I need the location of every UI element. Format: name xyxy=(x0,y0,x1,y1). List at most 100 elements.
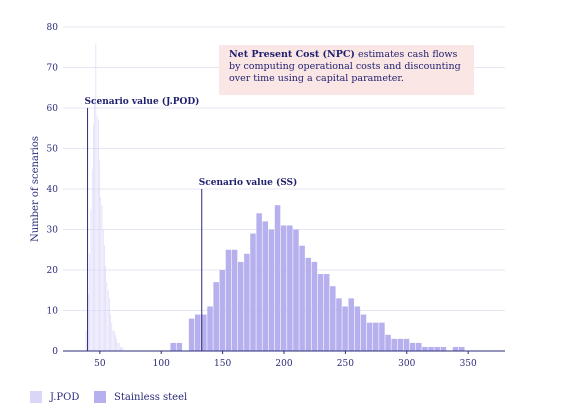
bar-stainless-steel xyxy=(188,318,195,351)
bar-jpod xyxy=(118,342,120,351)
legend-item-stainless-steel: Stainless steel xyxy=(94,391,187,403)
bar-stainless-steel xyxy=(244,253,250,351)
bar-jpod xyxy=(95,43,97,351)
y-tick-label: 40 xyxy=(47,185,59,195)
y-tick-label: 0 xyxy=(52,347,58,357)
bar-stainless-steel xyxy=(373,322,379,351)
bar-jpod xyxy=(89,253,91,351)
bar-stainless-steel xyxy=(397,338,404,351)
bar-stainless-steel xyxy=(201,314,207,351)
bar-jpod xyxy=(88,294,89,351)
info-box-bold-term: Net Present Cost (NPC) xyxy=(229,49,355,60)
bar-jpod xyxy=(107,290,109,351)
scenario-value-ss-label: Scenario value (SS) xyxy=(199,177,298,188)
y-tick-label: 80 xyxy=(47,23,59,33)
bar-jpod xyxy=(101,205,103,351)
bar-stainless-steel xyxy=(299,245,305,351)
bar-stainless-steel xyxy=(256,213,262,351)
x-tick-label: 250 xyxy=(337,359,354,369)
bar-stainless-steel xyxy=(170,342,176,351)
bar-stainless-steel xyxy=(305,257,312,351)
bar-stainless-steel xyxy=(366,322,373,351)
legend-label-stainless-steel: Stainless steel xyxy=(114,391,188,403)
bar-jpod xyxy=(113,330,115,351)
legend-swatch-jpod xyxy=(30,391,42,403)
bar-stainless-steel xyxy=(385,334,391,351)
npc-info-box: Net Present Cost (NPC) estimates cash fl… xyxy=(219,45,474,95)
bar-stainless-steel xyxy=(280,225,287,351)
bar-stainless-steel xyxy=(428,346,434,351)
y-tick-label: 60 xyxy=(47,104,59,114)
bar-stainless-steel xyxy=(237,261,244,351)
bar-stainless-steel xyxy=(262,221,269,351)
bar-jpod xyxy=(106,282,108,351)
legend-swatch-stainless-steel xyxy=(94,391,106,403)
scenario-value-jpod-label: Scenario value (J.POD) xyxy=(85,96,200,107)
bar-stainless-steel xyxy=(354,306,361,351)
bar-stainless-steel xyxy=(360,314,367,351)
bar-stainless-steel xyxy=(452,346,459,351)
bar-jpod xyxy=(102,229,104,351)
bar-jpod xyxy=(112,330,114,351)
bar-stainless-steel xyxy=(231,249,238,351)
bar-jpod xyxy=(90,209,92,351)
bar-stainless-steel xyxy=(287,225,293,351)
bar-jpod xyxy=(121,346,122,351)
bar-stainless-steel xyxy=(403,338,410,351)
bar-stainless-steel xyxy=(348,298,354,351)
y-tick-label: 30 xyxy=(47,226,59,236)
bar-stainless-steel xyxy=(323,274,330,351)
bar-jpod xyxy=(116,338,118,351)
bar-stainless-steel xyxy=(409,342,416,351)
bar-stainless-steel xyxy=(250,233,256,351)
bar-stainless-steel xyxy=(207,306,213,351)
bar-stainless-steel xyxy=(317,274,324,351)
bar-stainless-steel xyxy=(293,229,299,351)
bar-jpod xyxy=(110,314,111,351)
bar-stainless-steel xyxy=(379,322,385,351)
bar-jpod xyxy=(97,120,99,352)
bar-stainless-steel xyxy=(225,249,232,351)
bar-stainless-steel xyxy=(194,314,201,351)
info-box-description: estimates cash flows by computing operat… xyxy=(229,49,461,84)
legend-label-jpod: J.POD xyxy=(50,391,80,403)
bar-jpod xyxy=(100,197,102,351)
bar-jpod xyxy=(91,168,93,351)
bar-jpod xyxy=(104,245,105,351)
y-tick-label: 70 xyxy=(47,64,59,74)
x-tick-label: 50 xyxy=(94,359,106,369)
bar-jpod xyxy=(122,346,124,351)
bar-jpod xyxy=(117,342,119,351)
bar-stainless-steel xyxy=(440,346,447,351)
bar-stainless-steel xyxy=(176,342,183,351)
bar-jpod xyxy=(94,99,95,352)
bar-jpod xyxy=(105,265,106,351)
bar-stainless-steel xyxy=(342,306,348,351)
legend-item-jpod: J.POD xyxy=(30,391,79,403)
bar-stainless-steel xyxy=(219,270,226,351)
x-tick-label: 200 xyxy=(275,359,292,369)
bar-jpod xyxy=(115,334,116,351)
bar-stainless-steel xyxy=(422,346,428,351)
bar-jpod xyxy=(85,330,87,351)
bar-stainless-steel xyxy=(336,298,342,351)
bar-jpod xyxy=(99,160,100,351)
x-tick-label: 350 xyxy=(460,359,477,369)
bar-jpod xyxy=(93,124,94,351)
x-tick-label: 300 xyxy=(398,359,415,369)
bar-stainless-steel xyxy=(311,261,318,351)
y-axis-title: Number of scenarios xyxy=(30,136,41,242)
bar-jpod xyxy=(120,346,121,351)
bar-stainless-steel xyxy=(391,338,397,351)
bar-jpod xyxy=(96,116,98,351)
y-tick-label: 20 xyxy=(47,266,59,276)
bar-jpod xyxy=(109,298,110,351)
x-tick-label: 150 xyxy=(214,359,231,369)
bar-stainless-steel xyxy=(434,346,440,351)
bar-stainless-steel xyxy=(458,346,465,351)
x-tick-label: 100 xyxy=(153,359,170,369)
bar-stainless-steel xyxy=(415,342,422,351)
y-tick-label: 50 xyxy=(47,145,59,155)
bar-stainless-steel xyxy=(213,282,219,351)
